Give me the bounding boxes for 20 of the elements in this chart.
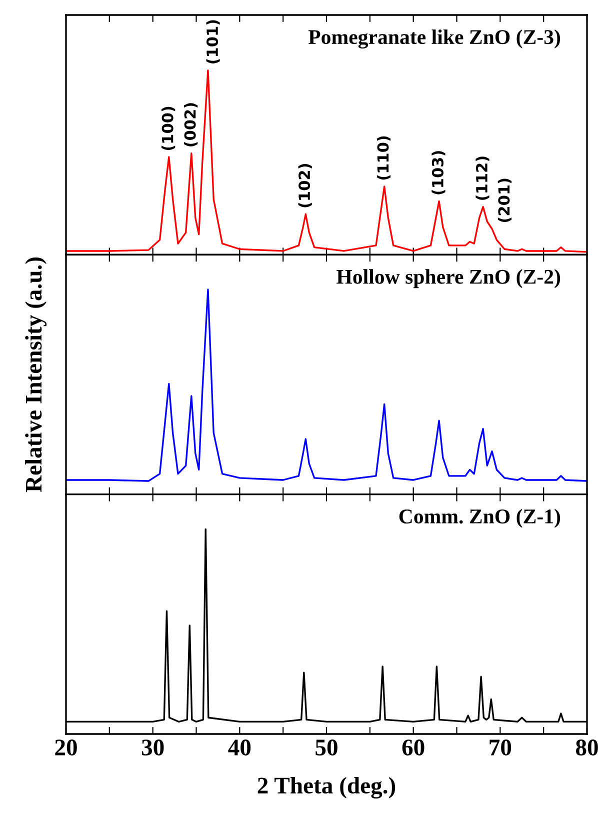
annotation: (002) <box>184 103 198 146</box>
x-tick-label: 60 <box>402 740 424 756</box>
text: Pomegranate like ZnO (Z-3) <box>308 29 560 48</box>
text: Comm. ZnO (Z-1) <box>399 508 560 528</box>
y-axis-title: Relative Intensity (a.u.) <box>25 257 47 492</box>
x-tick-label: 20 <box>55 740 77 756</box>
x-tick-label: 80 <box>576 740 598 756</box>
annotation: (101) <box>206 20 220 64</box>
annotation: (110) <box>376 136 391 180</box>
annotation: (201) <box>498 178 512 222</box>
annotation: (102) <box>298 164 312 208</box>
annotation: (103) <box>432 151 446 194</box>
text: Hollow sphere ZnO (Z-2) <box>336 269 560 288</box>
annotation: (112) <box>476 156 490 200</box>
x-tick-label: 70 <box>490 740 512 756</box>
x-tick-label: 50 <box>316 740 338 756</box>
annotation: (100) <box>162 106 176 150</box>
x-tick-label: 40 <box>228 740 251 756</box>
x-tick-label: 30 <box>142 740 164 756</box>
x-axis-title: 2 Theta (deg.) <box>258 776 396 799</box>
